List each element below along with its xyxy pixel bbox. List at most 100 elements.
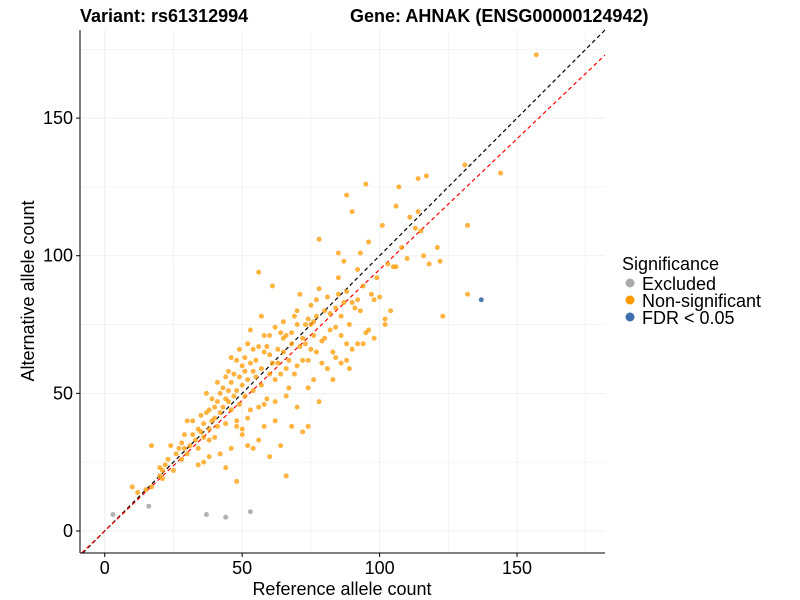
data-point-excluded: [223, 514, 229, 520]
data-point-non-significant: [280, 319, 286, 325]
data-point-non-significant: [234, 357, 240, 363]
data-point-non-significant: [280, 335, 286, 341]
data-point-non-significant: [234, 418, 240, 424]
data-point-non-significant: [258, 366, 264, 372]
data-point-non-significant: [379, 222, 385, 228]
data-point-non-significant: [289, 423, 295, 429]
y-axis-ticks: 0 50 100 150: [43, 108, 80, 541]
data-point-non-significant: [335, 291, 341, 297]
data-point-non-significant: [319, 338, 325, 344]
data-point-non-significant: [256, 404, 262, 410]
data-point-non-significant: [234, 478, 240, 484]
data-point-non-significant: [214, 423, 220, 429]
data-point-non-significant: [245, 415, 251, 421]
chart-title-gene: Gene: AHNAK (ENSG00000124942): [350, 6, 648, 26]
data-point-non-significant: [261, 333, 267, 339]
data-point-non-significant: [201, 459, 207, 465]
data-point-non-significant: [179, 456, 185, 462]
data-point-non-significant: [261, 423, 267, 429]
data-point-non-significant: [300, 357, 306, 363]
data-point-non-significant: [148, 484, 154, 490]
grid-lines: [80, 30, 605, 553]
data-point-non-significant: [272, 399, 278, 405]
data-point-non-significant: [239, 382, 245, 388]
data-point-non-significant: [286, 385, 292, 391]
data-point-non-significant: [209, 396, 215, 402]
data-point-non-significant: [157, 473, 163, 479]
data-point-non-significant: [187, 443, 193, 449]
data-point-non-significant: [157, 465, 163, 471]
data-point-non-significant: [324, 366, 330, 372]
data-point-non-significant: [267, 371, 273, 377]
data-point-non-significant: [396, 184, 402, 190]
data-point-non-significant: [242, 393, 248, 399]
data-point-excluded: [203, 511, 209, 517]
data-point-non-significant: [316, 399, 322, 405]
data-point-non-significant: [344, 192, 350, 198]
data-point-non-significant: [355, 266, 361, 272]
data-point-non-significant: [253, 374, 259, 380]
legend: Significance Excluded Non-significant FD…: [622, 254, 761, 328]
data-point-non-significant: [170, 467, 176, 473]
x-tick-label: 150: [502, 558, 532, 578]
data-point-non-significant: [465, 222, 471, 228]
y-tick-label: 50: [53, 383, 73, 403]
data-point-non-significant: [250, 445, 256, 451]
data-point-non-significant: [423, 173, 429, 179]
data-point-non-significant: [335, 275, 341, 281]
data-point-non-significant: [349, 300, 355, 306]
data-point-non-significant: [426, 261, 432, 267]
data-point-non-significant: [214, 379, 220, 385]
data-point-non-significant: [390, 264, 396, 270]
data-point-non-significant: [341, 258, 347, 264]
data-point-non-significant: [322, 308, 328, 314]
data-point-non-significant: [256, 269, 262, 275]
data-point-non-significant: [289, 330, 295, 336]
data-point-non-significant: [228, 355, 234, 361]
data-point-non-significant: [223, 396, 229, 402]
data-point-non-significant: [377, 294, 383, 300]
data-point-non-significant: [308, 322, 314, 328]
data-point-non-significant: [253, 357, 259, 363]
data-point-non-significant: [286, 357, 292, 363]
data-point-non-significant: [267, 333, 273, 339]
x-tick-label: 100: [365, 558, 395, 578]
data-point-non-significant: [135, 489, 141, 495]
data-point-non-significant: [305, 423, 311, 429]
data-point-non-significant: [203, 410, 209, 416]
data-point-non-significant: [333, 355, 339, 361]
data-point-non-significant: [217, 451, 223, 457]
y-tick-label: 150: [43, 108, 73, 128]
data-point-non-significant: [250, 346, 256, 352]
y-tick-label: 0: [63, 521, 73, 541]
data-point-non-significant: [239, 432, 245, 438]
data-point-non-significant: [352, 305, 358, 311]
legend-label-excluded: Excluded: [642, 274, 716, 294]
data-point-non-significant: [291, 313, 297, 319]
data-point-non-significant: [201, 434, 207, 440]
data-point-non-significant: [272, 418, 278, 424]
data-point-non-significant: [283, 366, 289, 372]
data-point-non-significant: [236, 346, 242, 352]
data-point-non-significant: [223, 421, 229, 427]
data-point-fdr-0-05: [478, 297, 484, 303]
data-point-non-significant: [412, 225, 418, 231]
data-point-excluded: [247, 509, 253, 515]
data-point-non-significant: [228, 379, 234, 385]
data-point-non-significant: [371, 297, 377, 303]
data-point-non-significant: [184, 418, 190, 424]
data-point-non-significant: [313, 349, 319, 355]
data-point-non-significant: [267, 352, 273, 358]
data-point-non-significant: [212, 404, 218, 410]
data-point-non-significant: [272, 324, 278, 330]
data-point-non-significant: [498, 170, 504, 176]
data-point-non-significant: [349, 346, 355, 352]
data-point-non-significant: [338, 333, 344, 339]
legend-key-fdr: [625, 312, 635, 322]
data-point-non-significant: [294, 322, 300, 328]
data-point-non-significant: [319, 360, 325, 366]
data-point-non-significant: [333, 324, 339, 330]
data-point-non-significant: [346, 366, 352, 372]
